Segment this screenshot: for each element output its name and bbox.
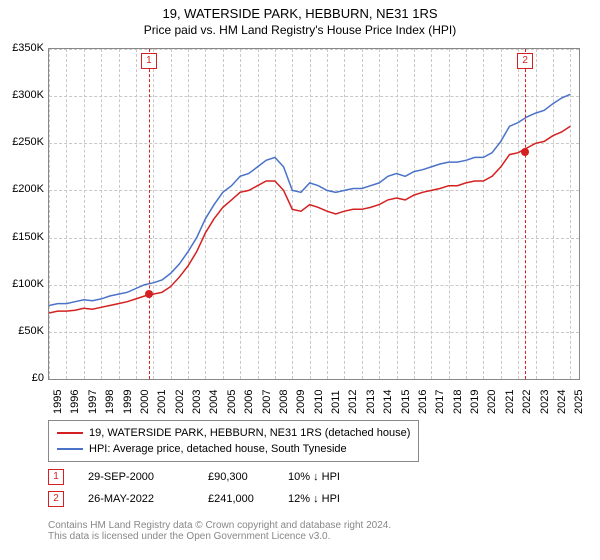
xtick-label: 2025 bbox=[573, 390, 585, 414]
transaction-date: 26-MAY-2022 bbox=[88, 493, 208, 505]
attribution-line1: Contains HM Land Registry data © Crown c… bbox=[48, 520, 391, 531]
marker-box-1: 1 bbox=[141, 53, 157, 69]
chart-container: 19, WATERSIDE PARK, HEBBURN, NE31 1RS Pr… bbox=[0, 0, 600, 560]
ytick-label: £200K bbox=[0, 183, 44, 195]
xtick-label: 2016 bbox=[417, 390, 429, 414]
xtick-label: 2003 bbox=[191, 390, 203, 414]
xtick-label: 2009 bbox=[295, 390, 307, 414]
ytick-label: £0 bbox=[0, 372, 44, 384]
legend-label: HPI: Average price, detached house, Sout… bbox=[89, 443, 347, 455]
legend-row-hpi: HPI: Average price, detached house, Sout… bbox=[57, 441, 410, 457]
legend-box: 19, WATERSIDE PARK, HEBBURN, NE31 1RS (d… bbox=[48, 420, 419, 462]
plot-area: 12 bbox=[48, 48, 580, 380]
ytick-label: £50K bbox=[0, 325, 44, 337]
xtick-label: 2010 bbox=[313, 390, 325, 414]
xtick-label: 2000 bbox=[139, 390, 151, 414]
xtick-label: 2001 bbox=[156, 390, 168, 414]
transaction-marker: 1 bbox=[48, 469, 64, 485]
transaction-vs-hpi: 12% ↓ HPI bbox=[288, 493, 368, 505]
xtick-label: 2013 bbox=[365, 390, 377, 414]
attribution-line2: This data is licensed under the Open Gov… bbox=[48, 531, 391, 542]
legend-swatch bbox=[57, 448, 83, 450]
xtick-label: 2021 bbox=[504, 390, 516, 414]
transaction-price: £241,000 bbox=[208, 493, 288, 505]
ytick-label: £300K bbox=[0, 89, 44, 101]
marker-dot-1 bbox=[145, 290, 153, 298]
xtick-label: 2019 bbox=[469, 390, 481, 414]
transaction-marker: 2 bbox=[48, 491, 64, 507]
ytick-label: £100K bbox=[0, 278, 44, 290]
xtick-label: 2007 bbox=[261, 390, 273, 414]
xtick-label: 1999 bbox=[122, 390, 134, 414]
xtick-label: 2005 bbox=[226, 390, 238, 414]
ytick-label: £350K bbox=[0, 42, 44, 54]
xtick-label: 1997 bbox=[87, 390, 99, 414]
legend-row-price_paid: 19, WATERSIDE PARK, HEBBURN, NE31 1RS (d… bbox=[57, 425, 410, 441]
marker-dot-2 bbox=[521, 148, 529, 156]
transaction-price: £90,300 bbox=[208, 471, 288, 483]
xtick-label: 1998 bbox=[104, 390, 116, 414]
xtick-label: 2020 bbox=[486, 390, 498, 414]
series-price_paid bbox=[49, 126, 570, 313]
transaction-row-1: 1 29-SEP-2000£90,30010% ↓ HPI bbox=[48, 466, 368, 488]
marker-box-2: 2 bbox=[517, 53, 533, 69]
legend-label: 19, WATERSIDE PARK, HEBBURN, NE31 1RS (d… bbox=[89, 427, 410, 439]
series-hpi bbox=[49, 94, 570, 305]
xtick-label: 2011 bbox=[330, 390, 342, 414]
xtick-label: 2022 bbox=[521, 390, 533, 414]
xtick-label: 2024 bbox=[556, 390, 568, 414]
marker-line-1 bbox=[149, 49, 150, 379]
xtick-label: 2008 bbox=[278, 390, 290, 414]
xtick-label: 1996 bbox=[69, 390, 81, 414]
xtick-label: 2018 bbox=[452, 390, 464, 414]
xtick-label: 2023 bbox=[539, 390, 551, 414]
transaction-row-2: 2 26-MAY-2022£241,00012% ↓ HPI bbox=[48, 488, 368, 510]
attribution-text: Contains HM Land Registry data © Crown c… bbox=[48, 520, 391, 542]
transaction-date: 29-SEP-2000 bbox=[88, 471, 208, 483]
xtick-label: 2006 bbox=[243, 390, 255, 414]
series-svg bbox=[49, 49, 579, 379]
xtick-label: 2015 bbox=[400, 390, 412, 414]
marker-line-2 bbox=[525, 49, 526, 379]
transaction-vs-hpi: 10% ↓ HPI bbox=[288, 471, 368, 483]
chart-subtitle: Price paid vs. HM Land Registry's House … bbox=[0, 21, 600, 41]
xtick-label: 2004 bbox=[208, 390, 220, 414]
ytick-label: £150K bbox=[0, 231, 44, 243]
xtick-label: 2002 bbox=[174, 390, 186, 414]
chart-title: 19, WATERSIDE PARK, HEBBURN, NE31 1RS bbox=[0, 0, 600, 21]
transactions-table: 1 29-SEP-2000£90,30010% ↓ HPI 2 26-MAY-2022… bbox=[48, 466, 368, 510]
ytick-label: £250K bbox=[0, 136, 44, 148]
xtick-label: 2014 bbox=[382, 390, 394, 414]
legend-swatch bbox=[57, 432, 83, 434]
xtick-label: 1995 bbox=[52, 390, 64, 414]
xtick-label: 2017 bbox=[434, 390, 446, 414]
xtick-label: 2012 bbox=[347, 390, 359, 414]
